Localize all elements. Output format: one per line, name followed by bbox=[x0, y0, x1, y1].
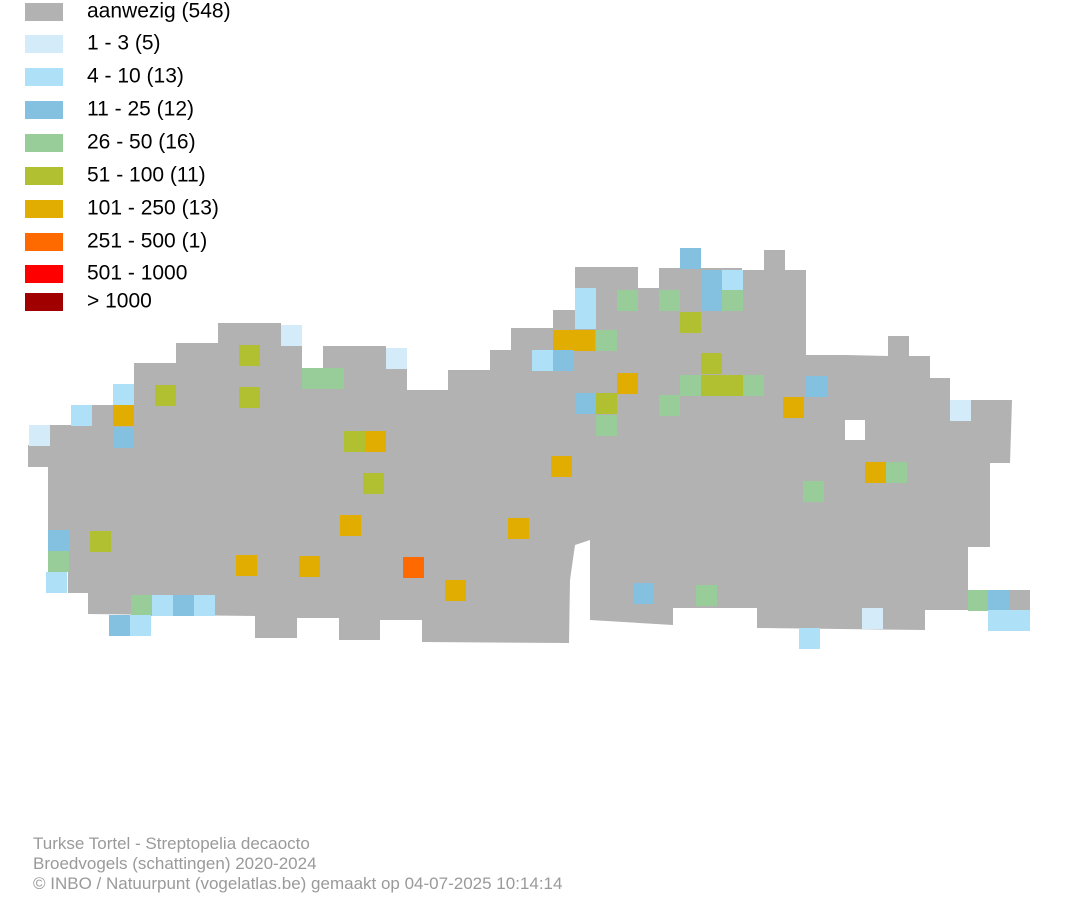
grid-cell bbox=[363, 473, 384, 494]
legend: aanwezig (548) 1 - 3 (5) 4 - 10 (13) 11 - 2… bbox=[25, 0, 231, 313]
grid-cell bbox=[722, 270, 743, 291]
grid-cell bbox=[173, 595, 194, 616]
grid-cell bbox=[743, 375, 764, 396]
grid-cell bbox=[553, 350, 574, 371]
legend-label: 251 - 500 (1) bbox=[87, 230, 207, 253]
grid-cell bbox=[403, 557, 424, 578]
legend-label: 4 - 10 (13) bbox=[87, 65, 184, 88]
grid-cell bbox=[862, 608, 883, 629]
grid-cell bbox=[988, 610, 1009, 631]
legend-swatch bbox=[25, 200, 63, 218]
legend-label: 26 - 50 (16) bbox=[87, 131, 196, 154]
grid-cell bbox=[783, 397, 804, 418]
grid-cell bbox=[71, 405, 92, 426]
grid-cell bbox=[988, 590, 1009, 611]
grid-cell bbox=[340, 515, 361, 536]
grid-cell bbox=[968, 590, 989, 611]
grid-cell bbox=[281, 325, 302, 346]
grid-cell bbox=[113, 405, 134, 426]
grid-cell bbox=[236, 555, 257, 576]
grid-cell bbox=[865, 462, 886, 483]
grid-cell bbox=[575, 393, 596, 414]
grid-cell bbox=[46, 572, 67, 593]
grid-cell bbox=[365, 431, 386, 452]
legend-label: 101 - 250 (13) bbox=[87, 197, 219, 220]
grid-cell bbox=[155, 385, 176, 406]
grid-cell bbox=[803, 481, 824, 502]
grid-cell bbox=[659, 290, 680, 311]
grid-cell bbox=[239, 387, 260, 408]
legend-swatch bbox=[25, 167, 63, 185]
grid-cell bbox=[680, 312, 701, 333]
footer-line: © INBO / Natuurpunt (vogelatlas.be) gema… bbox=[33, 874, 562, 893]
footer-line: Turkse Tortel - Streptopelia decaocto bbox=[33, 834, 310, 853]
grid-cell bbox=[551, 456, 572, 477]
grid-cell bbox=[799, 628, 820, 649]
grid-cell bbox=[596, 393, 617, 414]
grid-cell bbox=[617, 290, 638, 311]
grid-cell bbox=[152, 595, 173, 616]
legend-swatch bbox=[25, 134, 63, 152]
legend-swatch bbox=[25, 68, 63, 86]
grid-cell bbox=[113, 427, 134, 448]
grid-cell bbox=[532, 350, 553, 371]
grid-cell bbox=[701, 270, 722, 291]
grid-cell bbox=[596, 415, 617, 436]
grid-cell bbox=[596, 330, 617, 351]
grid-cell bbox=[90, 531, 111, 552]
grid-cell bbox=[574, 330, 595, 351]
grid-cell bbox=[701, 290, 722, 311]
grid-cell bbox=[302, 368, 323, 389]
grid-cell bbox=[386, 348, 407, 369]
grid-cell bbox=[323, 368, 344, 389]
grid-cell bbox=[722, 375, 743, 396]
grid-cell bbox=[239, 345, 260, 366]
grid-cell bbox=[344, 431, 365, 452]
legend-swatch bbox=[25, 265, 63, 283]
grid-cell bbox=[659, 395, 680, 416]
grid-cell bbox=[633, 583, 654, 604]
legend-label: 1 - 3 (5) bbox=[87, 32, 161, 55]
legend-label: > 1000 bbox=[87, 290, 152, 313]
legend-label: 501 - 1000 bbox=[87, 262, 187, 285]
legend-label: 51 - 100 (11) bbox=[87, 164, 206, 187]
region-present bbox=[28, 250, 1030, 643]
grid-cell bbox=[886, 462, 907, 483]
cells bbox=[29, 248, 1030, 649]
legend-swatch bbox=[25, 35, 63, 53]
grid-cell bbox=[48, 530, 69, 551]
footer-line: Broedvogels (schattingen) 2020-2024 bbox=[33, 854, 317, 873]
legend-swatch bbox=[25, 233, 63, 251]
grid-cell bbox=[701, 375, 722, 396]
grid-cell bbox=[722, 290, 743, 311]
grid-cell bbox=[701, 353, 722, 374]
legend-swatch bbox=[25, 293, 63, 311]
grid-cell bbox=[29, 425, 50, 446]
grid-cell bbox=[445, 580, 466, 601]
grid-cell bbox=[806, 376, 827, 397]
legend-swatch bbox=[25, 101, 63, 119]
grid-cell bbox=[1009, 610, 1030, 631]
grid-cell bbox=[194, 595, 215, 616]
grid-cell bbox=[575, 308, 596, 329]
grid-cell bbox=[299, 556, 320, 577]
legend-label: 11 - 25 (12) bbox=[87, 98, 194, 121]
grid-cell bbox=[113, 384, 134, 405]
grid-cell bbox=[680, 248, 701, 269]
grid-cell bbox=[680, 375, 701, 396]
grid-cell bbox=[696, 585, 717, 606]
grid-cell bbox=[950, 400, 971, 421]
grid-cell bbox=[617, 373, 638, 394]
grid-cell bbox=[109, 615, 130, 636]
grid-cell bbox=[553, 330, 574, 351]
grid-cell bbox=[130, 615, 151, 636]
grid-cell bbox=[508, 518, 529, 539]
grid-cell bbox=[131, 595, 152, 616]
legend-label: aanwezig (548) bbox=[87, 0, 231, 23]
legend-swatch bbox=[25, 3, 63, 21]
grid-cell bbox=[48, 551, 69, 572]
grid-cell bbox=[575, 288, 596, 309]
